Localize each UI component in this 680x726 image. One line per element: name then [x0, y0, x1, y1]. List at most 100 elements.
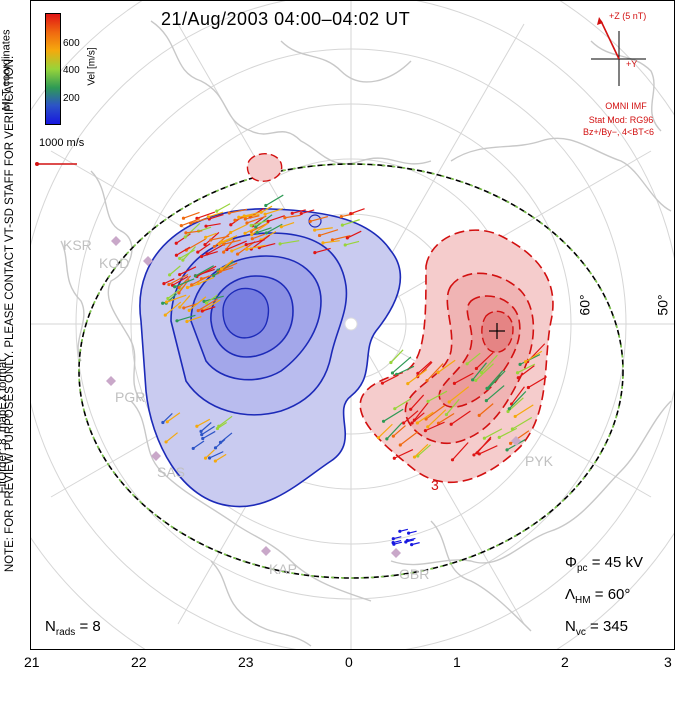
- vector-origin: [410, 543, 414, 547]
- vector-origin: [482, 436, 486, 440]
- velocity-vector: [267, 215, 285, 222]
- velocity-vector: [206, 294, 218, 304]
- vector-origin: [212, 244, 216, 249]
- colorbar-tick: 600: [63, 38, 80, 49]
- station-label-kod: KOD: [99, 255, 130, 271]
- velocity-vector: [256, 227, 272, 234]
- vector-origin: [391, 434, 395, 438]
- vector-origin: [450, 458, 455, 462]
- velocity-vector: [485, 385, 505, 402]
- vector-origin: [507, 407, 511, 411]
- vector-origin: [168, 273, 172, 277]
- vector-origin: [196, 281, 200, 286]
- velocity-vector: [221, 235, 238, 243]
- velocity-vector: [383, 408, 404, 422]
- velocity-vector: [162, 413, 173, 423]
- vector-origin: [204, 224, 208, 228]
- mlt-tick: 3: [664, 654, 672, 670]
- velocity-vector: [472, 362, 487, 381]
- velocity-vector: [200, 422, 212, 432]
- velocity-vector: [184, 222, 201, 238]
- vector-origin: [477, 452, 481, 456]
- nrads-value: = 8: [79, 618, 101, 635]
- vector-origin: [497, 435, 501, 439]
- fit-order-note: FitOrder: 8, mapEX format: [0, 358, 9, 494]
- vector-origin: [393, 407, 397, 411]
- velocity-vector: [163, 278, 175, 285]
- velocity-vector: [452, 442, 469, 461]
- velocity-vector: [185, 230, 203, 234]
- vector-origin: [472, 453, 476, 457]
- vector-origin: [229, 230, 233, 235]
- velocity-vector: [191, 275, 210, 286]
- station-label-gbr: GBR: [399, 566, 430, 582]
- vector-origin: [299, 211, 303, 216]
- velocity-vector: [479, 445, 498, 455]
- velocity-vector: [250, 234, 271, 250]
- velocity-vector: [166, 412, 181, 423]
- vector-origin: [182, 306, 186, 310]
- velocity-vector: [186, 238, 206, 251]
- velocity-vector: [399, 431, 419, 446]
- vector-origin: [206, 215, 211, 219]
- velocity-vector: [411, 412, 425, 424]
- velocity-vector: [407, 369, 428, 385]
- velocity-vector: [166, 294, 187, 303]
- velocity-vector: [394, 398, 412, 410]
- velocity-vector: [514, 404, 534, 417]
- vector-origin: [444, 412, 449, 417]
- vector-origin: [474, 366, 479, 371]
- velocity-vector: [196, 265, 217, 277]
- velocity-vector: [220, 432, 233, 443]
- vector-origin: [243, 231, 247, 235]
- lambda-subscript: HM: [575, 595, 591, 606]
- vector-origin: [330, 238, 335, 242]
- vector-origin: [164, 300, 169, 304]
- velocity-vector: [252, 233, 265, 240]
- vector-origin: [349, 211, 353, 216]
- velocity-vector: [245, 215, 260, 220]
- vector-origin: [201, 436, 205, 441]
- velocity-colorbar: [45, 13, 61, 125]
- vector-origin: [179, 224, 183, 228]
- vector-origin: [215, 209, 219, 213]
- imf-y-label: +Y: [626, 59, 638, 69]
- vector-origin: [204, 235, 208, 239]
- vector-origin: [513, 414, 517, 419]
- cross-polar-potential: Φpc = 45 kV: [565, 554, 643, 574]
- velocity-vector: [314, 227, 333, 231]
- velocity-vector: [221, 259, 234, 270]
- colorbar-tick: 400: [63, 65, 80, 76]
- latitude-label-60: 60°: [576, 294, 593, 316]
- mlt-tick: 21: [24, 654, 40, 670]
- velocity-vector: [417, 411, 434, 424]
- vector-origin: [196, 308, 200, 313]
- vector-origin: [415, 421, 419, 425]
- velocity-vector: [266, 223, 283, 234]
- vector-origin: [249, 223, 253, 228]
- vector-origin: [409, 407, 413, 411]
- vector-origin: [526, 385, 530, 390]
- velocity-vector: [251, 222, 268, 233]
- velocity-vector: [204, 231, 220, 246]
- velocity-vector: [417, 444, 431, 457]
- velocity-vector: [487, 370, 506, 389]
- velocity-vector: [229, 208, 248, 214]
- vector-origin: [217, 242, 221, 246]
- velocity-vector: [203, 299, 221, 311]
- vector-count: Nvc = 345: [565, 618, 628, 638]
- vector-origin: [376, 436, 381, 440]
- radar-count: Nrads = 8: [45, 618, 101, 638]
- imf-source: OMNI IMF: [605, 101, 647, 111]
- velocity-vector: [350, 208, 365, 215]
- velocity-vector: [226, 240, 247, 251]
- vector-origin: [199, 429, 203, 433]
- vector-origin: [266, 219, 270, 223]
- vector-origin: [516, 376, 520, 380]
- vector-origin: [398, 443, 402, 447]
- vector-origin: [229, 223, 233, 227]
- vector-origin: [200, 309, 204, 313]
- vector-origin: [477, 413, 481, 417]
- velocity-vector: [196, 211, 216, 219]
- vector-origin: [219, 267, 224, 271]
